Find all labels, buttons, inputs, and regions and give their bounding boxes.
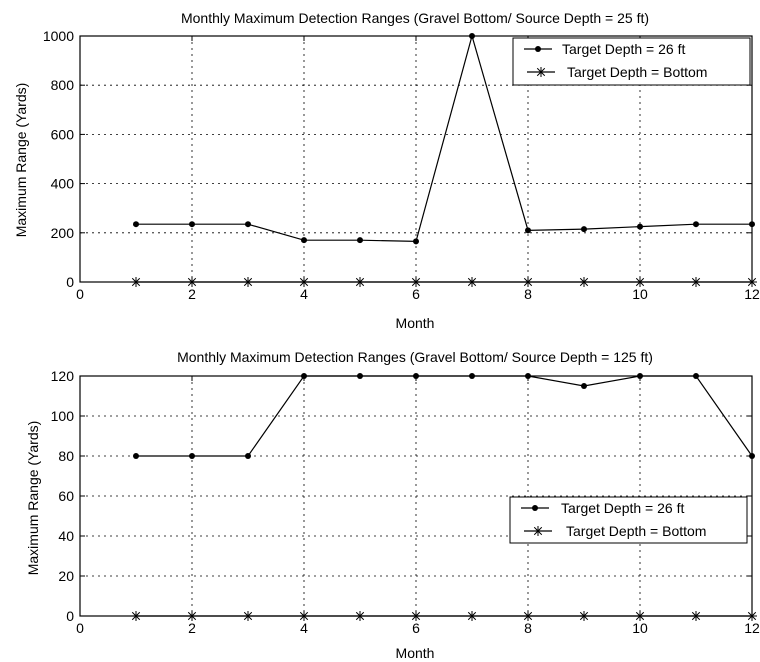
y-tick-label: 20	[58, 568, 74, 584]
data-point	[525, 227, 531, 234]
chart-bottom: Monthly Maximum Detection Ranges (Gravel…	[25, 349, 760, 661]
y-tick-label: 0	[66, 608, 74, 624]
legend-label-bottom: Target Depth = Bottom	[567, 64, 707, 80]
star-marker	[533, 526, 543, 536]
y-tick-label: 100	[51, 408, 75, 424]
data-point	[637, 223, 643, 230]
data-point	[581, 383, 587, 389]
x-tick-label: 6	[412, 286, 420, 302]
data-point	[413, 238, 419, 245]
x-tick-label: 8	[524, 620, 532, 636]
data-point	[189, 453, 195, 459]
data-point	[581, 226, 587, 233]
y-tick-label: 200	[51, 225, 75, 241]
legend-label-26ft: Target Depth = 26 ft	[561, 500, 684, 516]
legend-box	[509, 496, 748, 544]
y-axis-label: Maximum Range (Yards)	[25, 421, 41, 576]
series-line-26ft	[136, 33, 752, 243]
x-tick-label: 10	[632, 620, 648, 636]
data-point	[245, 221, 251, 228]
grid	[80, 376, 752, 616]
data-point	[693, 221, 699, 228]
data-point	[357, 237, 363, 244]
series-line-26ft	[136, 375, 753, 457]
x-tick-label: 10	[632, 286, 648, 302]
x-tick-label: 0	[76, 620, 84, 636]
legend-box	[512, 37, 751, 86]
chart-title: Monthly Maximum Detection Ranges (Gravel…	[181, 10, 649, 26]
x-tick-label: 4	[300, 620, 308, 636]
x-tick-label: 8	[524, 286, 532, 302]
x-axis-label: Month	[396, 645, 435, 661]
y-tick-label: 80	[58, 448, 74, 464]
y-tick-label: 1000	[43, 28, 74, 44]
x-tick-label: 0	[76, 286, 84, 302]
x-tick-label: 4	[300, 286, 308, 302]
chart-title: Monthly Maximum Detection Ranges (Gravel…	[177, 349, 653, 365]
y-axis-label: Maximum Range (Yards)	[13, 83, 29, 238]
data-point	[301, 237, 307, 244]
legend-star-marker	[533, 526, 543, 536]
legend: Target Depth = 26 ft Target Depth = Bott…	[512, 37, 751, 86]
x-axis-label: Month	[396, 315, 435, 331]
legend-label-26ft: Target Depth = 26 ft	[562, 41, 685, 57]
data-point	[245, 453, 251, 459]
legend-dot-marker	[532, 505, 538, 511]
y-tick-label: 40	[58, 528, 74, 544]
y-tick-label: 600	[51, 126, 75, 142]
ticks: 0 2 4 6 8 10 12 0 200 400 600 800 1000	[43, 28, 760, 302]
legend-star-marker	[536, 67, 546, 77]
chart-top: Monthly Maximum Detection Ranges (Gravel…	[13, 10, 760, 331]
y-tick-label: 800	[51, 77, 75, 93]
y-tick-label: 0	[66, 274, 74, 290]
star-marker	[536, 67, 546, 77]
data-point	[189, 221, 195, 228]
legend-dot-marker	[535, 46, 541, 52]
legend: Target Depth = 26 ft Target Depth = Bott…	[509, 496, 748, 544]
x-tick-label: 6	[412, 620, 420, 636]
x-tick-label: 12	[744, 286, 760, 302]
y-tick-label: 60	[58, 488, 74, 504]
x-tick-label: 2	[188, 286, 196, 302]
x-tick-label: 12	[744, 620, 760, 636]
legend-label-bottom: Target Depth = Bottom	[566, 523, 706, 539]
x-tick-label: 2	[188, 620, 196, 636]
y-tick-label: 120	[51, 368, 75, 384]
data-point	[133, 221, 139, 228]
data-point	[133, 453, 139, 459]
y-tick-label: 400	[51, 176, 75, 192]
